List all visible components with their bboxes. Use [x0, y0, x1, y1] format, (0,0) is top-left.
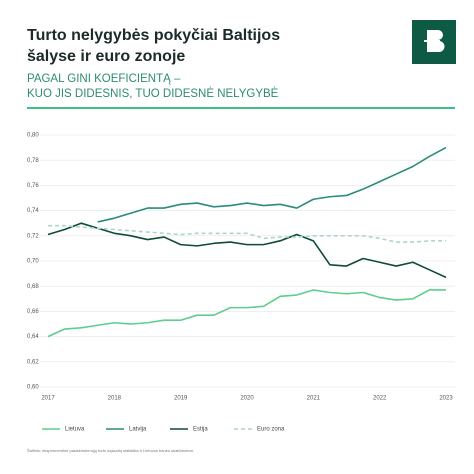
y-tick-label: 0,80: [27, 133, 39, 139]
x-tick-label: 2019: [174, 396, 188, 402]
y-tick-label: 0,74: [27, 208, 39, 214]
y-tick-label: 0,78: [27, 158, 39, 164]
x-tick-label: 2023: [439, 396, 453, 402]
y-tick-label: 0,66: [27, 309, 39, 315]
y-tick-label: 0,64: [27, 334, 39, 340]
legend-label: Euro zona: [257, 427, 285, 433]
chart-title: šalyse ir euro zonoje: [27, 48, 185, 65]
x-tick-label: 2018: [108, 396, 122, 402]
series-line: [97, 146, 447, 223]
x-tick-label: 2020: [240, 396, 254, 402]
source-note: Šaltinis: ekspermentinė pasiskirstomųjų …: [27, 448, 194, 453]
x-tick-label: 2021: [307, 396, 321, 402]
y-tick-label: 0,72: [27, 233, 39, 239]
x-tick-label: 2022: [373, 396, 387, 402]
legend-label: Estija: [193, 427, 208, 433]
chart-subtitle: KUO JIS DIDESNIS, TUO DIDESNĖ NELYGYBĖ: [27, 87, 279, 100]
series-line: [48, 224, 446, 243]
chart-subtitle: PAGAL GINI KOEFICIENTĄ –: [27, 73, 181, 85]
y-tick-label: 0,62: [27, 359, 39, 365]
chart-title: Turto nelygybės pokyčiai Baltijos: [27, 27, 280, 44]
legend-label: Latvija: [129, 427, 147, 433]
series-line: [47, 222, 447, 279]
series-line: [47, 289, 446, 338]
y-tick-label: 0,70: [27, 259, 39, 265]
y-tick-label: 0,68: [27, 284, 39, 290]
legend-label: Lietuva: [65, 427, 85, 433]
x-tick-label: 2017: [41, 396, 55, 402]
y-tick-label: 0,76: [27, 183, 39, 189]
logo: [412, 20, 456, 64]
y-tick-label: 0,60: [27, 385, 39, 391]
